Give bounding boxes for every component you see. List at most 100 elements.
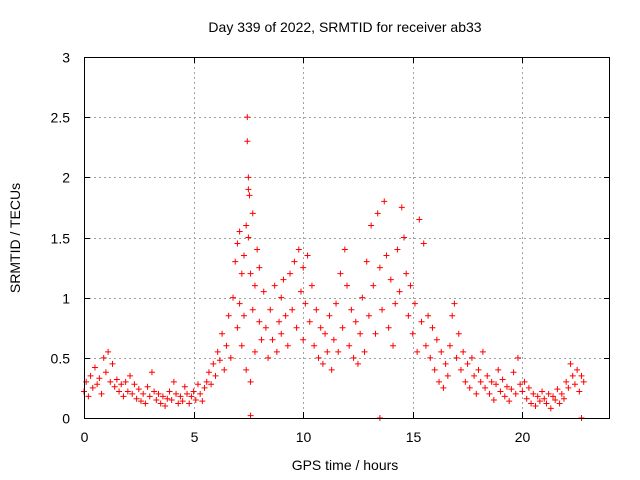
data-point xyxy=(339,324,346,331)
y-tick-label: 0 xyxy=(62,411,70,427)
data-point xyxy=(244,114,251,121)
y-tick-label: 1 xyxy=(62,291,70,307)
data-point xyxy=(477,378,484,385)
data-point xyxy=(216,357,223,364)
data-point xyxy=(427,354,434,361)
data-point xyxy=(420,240,427,247)
data-point xyxy=(326,312,333,319)
data-point xyxy=(416,216,423,223)
data-point xyxy=(293,324,300,331)
data-point xyxy=(236,300,243,307)
data-point xyxy=(468,354,475,361)
data-point xyxy=(534,393,541,400)
y-tick-labels: 0 0.5 1 1.5 2 2.5 3 xyxy=(51,50,71,427)
data-point xyxy=(532,402,539,409)
data-point xyxy=(300,336,307,343)
data-point xyxy=(475,366,482,373)
data-point xyxy=(232,258,239,265)
data-point xyxy=(140,390,147,397)
data-point xyxy=(184,390,191,397)
data-point xyxy=(221,366,228,373)
data-point xyxy=(109,360,116,367)
data-point xyxy=(558,390,565,397)
data-point xyxy=(162,402,169,409)
data-point xyxy=(365,312,372,319)
data-point xyxy=(116,388,123,395)
data-point xyxy=(457,366,464,373)
data-point xyxy=(244,138,251,145)
data-point xyxy=(333,300,340,307)
data-point xyxy=(574,366,581,373)
data-point xyxy=(236,228,243,235)
data-point xyxy=(230,294,237,301)
data-point xyxy=(381,198,388,205)
data-point xyxy=(552,396,559,403)
data-point xyxy=(488,378,495,385)
data-point xyxy=(554,386,561,393)
data-point xyxy=(113,376,120,383)
data-point xyxy=(525,384,532,391)
data-point xyxy=(425,312,432,319)
data-point xyxy=(260,288,267,295)
data-point xyxy=(545,390,552,397)
data-point xyxy=(431,366,438,373)
data-point xyxy=(247,378,254,385)
data-point xyxy=(89,384,96,391)
data-point xyxy=(227,354,234,361)
data-point xyxy=(560,395,567,402)
data-point xyxy=(245,234,252,241)
data-point xyxy=(210,360,217,367)
data-point xyxy=(344,282,350,289)
data-point xyxy=(247,412,254,419)
data-point xyxy=(315,354,322,361)
data-point xyxy=(387,276,394,283)
data-point xyxy=(151,388,158,395)
data-point xyxy=(188,393,195,400)
data-point xyxy=(122,378,129,385)
data-point xyxy=(313,306,320,313)
data-point xyxy=(177,393,184,400)
data-point xyxy=(523,395,530,402)
data-point xyxy=(280,276,287,283)
data-point xyxy=(273,348,280,355)
data-point xyxy=(433,336,440,343)
data-point xyxy=(142,400,149,407)
y-tick-label: 2.5 xyxy=(51,110,71,126)
data-point xyxy=(159,393,166,400)
y-axis-label: SRMTID / TECUs xyxy=(7,183,23,293)
axis-ticks xyxy=(84,57,610,419)
data-point xyxy=(442,360,449,367)
data-point xyxy=(521,378,528,385)
data-point xyxy=(361,348,368,355)
x-tick-label: 10 xyxy=(296,429,312,445)
data-point xyxy=(460,348,467,355)
data-point xyxy=(379,306,386,313)
data-point xyxy=(519,388,526,395)
data-point xyxy=(225,312,232,319)
x-tick-labels: 0 5 10 15 20 xyxy=(81,429,531,445)
data-point xyxy=(506,398,513,405)
data-point xyxy=(335,348,342,355)
data-point xyxy=(94,381,101,388)
data-point xyxy=(129,390,136,397)
data-point xyxy=(512,390,519,397)
y-tick-label: 1.5 xyxy=(51,231,71,247)
data-point xyxy=(517,381,524,388)
data-point xyxy=(157,400,164,407)
data-point xyxy=(466,384,473,391)
data-point xyxy=(203,378,210,385)
data-point xyxy=(291,258,298,265)
data-point xyxy=(451,300,458,307)
data-point xyxy=(385,324,392,331)
data-point xyxy=(440,384,447,391)
data-point xyxy=(359,294,366,301)
data-point xyxy=(98,390,105,397)
data-point xyxy=(127,372,134,379)
data-point xyxy=(495,366,502,373)
data-point xyxy=(394,246,401,253)
data-point xyxy=(473,390,480,397)
data-point xyxy=(271,282,278,289)
data-point xyxy=(219,330,226,337)
data-point xyxy=(569,372,576,379)
